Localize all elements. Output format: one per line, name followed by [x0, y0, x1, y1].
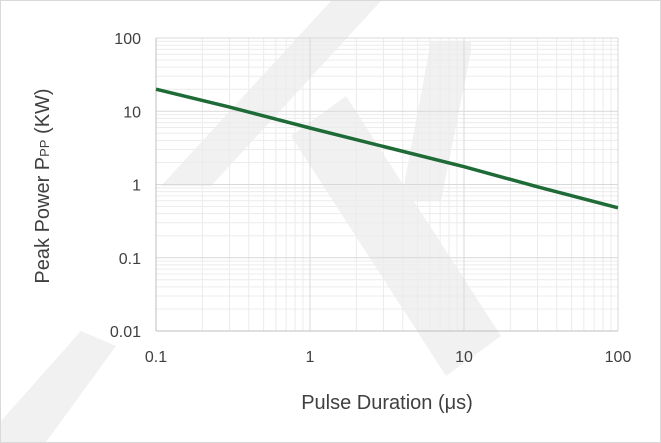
x-tick-label: 10 — [455, 349, 473, 366]
y-tick-label: 10 — [123, 104, 141, 121]
y-axis-title: Peak Power PPP (KW) — [32, 88, 54, 283]
series-line — [155, 87, 619, 210]
axis-layer — [155, 38, 618, 332]
y-tick-label: 0.01 — [110, 324, 141, 341]
y-axis-title-main: Peak Power P — [32, 157, 54, 284]
y-tick-label: 100 — [114, 31, 141, 48]
watermark-stroke-left — [161, 1, 381, 186]
x-axis-title: Pulse Duration (μs) — [301, 392, 473, 414]
series-layer — [155, 87, 619, 210]
watermark-stroke-bottom — [1, 331, 116, 442]
y-tick-label: 1 — [132, 178, 141, 195]
watermark-stroke-right — [401, 41, 471, 201]
y-tick-label: 0.1 — [119, 251, 141, 268]
x-tick-label: 0.1 — [145, 349, 167, 366]
y-axis-title-subscript: PP — [37, 140, 52, 157]
grid-layer — [155, 37, 619, 332]
y-axis-title-suffix: (KW) — [32, 88, 54, 139]
x-tick-label: 100 — [605, 349, 632, 366]
x-tick-label: 1 — [306, 349, 315, 366]
